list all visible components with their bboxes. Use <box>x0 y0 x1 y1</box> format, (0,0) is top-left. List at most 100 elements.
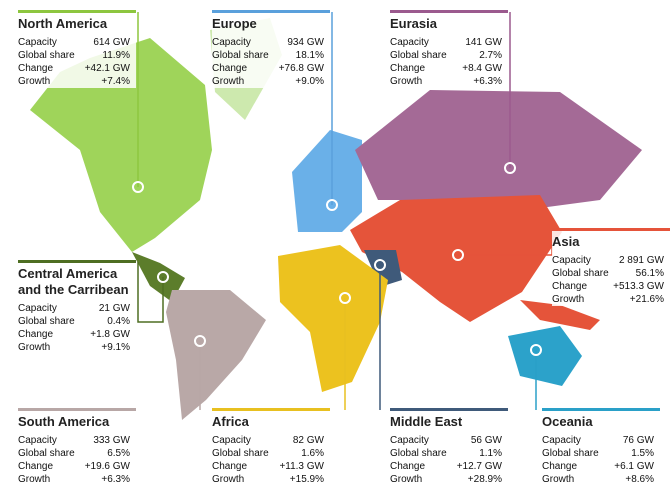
oceania-shape <box>508 326 582 386</box>
region-box: Asia Capacity 2 891 GW Global share 56.1% Cha… <box>552 228 670 306</box>
stat-label: Global share <box>18 448 75 459</box>
south-america-shape <box>166 290 266 420</box>
stat-row: Capacity 56 GW <box>390 434 508 447</box>
stat-value: 6.5% <box>107 448 130 459</box>
stat-value: +8.6% <box>625 474 654 485</box>
stat-value: +28.9% <box>467 474 502 485</box>
stat-label: Global share <box>212 50 269 61</box>
region-box: Oceania Capacity 76 GW Global share 1.5% Chan… <box>542 408 660 486</box>
asia-islands <box>520 300 600 330</box>
region-box: Central America and the Carribean Capacit… <box>18 260 136 354</box>
stat-value: +6.3% <box>473 76 502 87</box>
stat-value: 76 GW <box>622 435 654 446</box>
stat-value: +6.1 GW <box>614 461 654 472</box>
stat-value: +9.1% <box>101 342 130 353</box>
stat-label: Change <box>212 461 248 472</box>
stat-label: Growth <box>390 474 423 485</box>
stat-value: 56 GW <box>470 435 502 446</box>
stat-label: Capacity <box>212 37 251 48</box>
stat-value: +19.6 GW <box>84 461 130 472</box>
stat-value: +11.3 GW <box>279 461 324 472</box>
stat-label: Global share <box>18 316 75 327</box>
stat-label: Global share <box>212 448 269 459</box>
stat-label: Change <box>390 63 426 74</box>
stat-label: Global share <box>18 50 75 61</box>
stat-label: Global share <box>542 448 599 459</box>
stat-label: Capacity <box>18 303 57 314</box>
stat-value: +513.3 GW <box>613 281 664 292</box>
north-america-shape <box>30 38 212 252</box>
region-title: North America <box>18 16 108 31</box>
stat-row: Change +42.1 GW <box>18 62 136 75</box>
stat-value: +42.1 GW <box>84 63 130 74</box>
stat-row: Change +12.7 GW <box>390 460 508 473</box>
marker-dot <box>530 344 542 356</box>
stat-label: Growth <box>212 76 245 87</box>
stat-value: 82 GW <box>292 435 324 446</box>
stat-value: +76.8 GW <box>278 63 324 74</box>
region-title: South America <box>18 414 110 429</box>
region-title: Europe <box>212 16 257 31</box>
connector <box>137 262 164 323</box>
marker-dot <box>504 162 516 174</box>
stat-row: Global share 1.1% <box>390 447 508 460</box>
region-box: Europe Capacity 934 GW Global share 18.1% Cha… <box>212 10 330 88</box>
stat-row: Global share 11.9% <box>18 49 136 62</box>
stat-label: Global share <box>552 268 609 279</box>
region-box: Middle East Capacity 56 GW Global share 1.1%… <box>390 408 508 486</box>
stat-row: Capacity 82 GW <box>212 434 330 447</box>
stat-row: Change +76.8 GW <box>212 62 330 75</box>
stat-label: Growth <box>18 342 51 353</box>
marker-dot <box>339 292 351 304</box>
stat-row: Global share 18.1% <box>212 49 330 62</box>
marker-dot <box>194 335 206 347</box>
stat-row: Capacity 2 891 GW <box>552 254 670 267</box>
stat-row: Capacity 141 GW <box>390 36 508 49</box>
europe-shape <box>292 130 362 232</box>
stat-row: Growth +9.0% <box>212 75 330 88</box>
stat-row: Change +6.1 GW <box>542 460 660 473</box>
stat-row: Growth +9.1% <box>18 341 136 354</box>
stat-row: Growth +8.6% <box>542 473 660 486</box>
stat-label: Growth <box>18 76 51 87</box>
stat-row: Growth +6.3% <box>18 473 136 486</box>
stat-label: Growth <box>18 474 51 485</box>
stat-value: +7.4% <box>101 76 130 87</box>
stat-label: Global share <box>390 50 447 61</box>
stat-row: Growth +21.6% <box>552 293 670 306</box>
stat-value: 2 891 GW <box>618 255 664 266</box>
region-box: North America Capacity 614 GW Global share 1… <box>18 10 136 88</box>
stat-row: Change +19.6 GW <box>18 460 136 473</box>
stat-value: 1.1% <box>479 448 502 459</box>
stat-row: Global share 0.4% <box>18 315 136 328</box>
stat-label: Growth <box>390 76 423 87</box>
stat-value: 333 GW <box>93 435 130 446</box>
stat-value: +6.3% <box>101 474 130 485</box>
stat-row: Growth +28.9% <box>390 473 508 486</box>
stat-value: 1.6% <box>301 448 324 459</box>
stat-row: Global share 6.5% <box>18 447 136 460</box>
stat-value: +21.6% <box>629 294 664 305</box>
stat-value: +1.8 GW <box>90 329 130 340</box>
region-box: South America Capacity 333 GW Global share 6… <box>18 408 136 486</box>
stat-row: Capacity 76 GW <box>542 434 660 447</box>
stat-label: Change <box>18 63 54 74</box>
stat-value: +12.7 GW <box>456 461 502 472</box>
stat-row: Change +11.3 GW <box>212 460 330 473</box>
stat-row: Change +8.4 GW <box>390 62 508 75</box>
stat-row: Global share 1.6% <box>212 447 330 460</box>
stat-label: Capacity <box>390 37 429 48</box>
stat-label: Global share <box>390 448 447 459</box>
stat-row: Global share 1.5% <box>542 447 660 460</box>
marker-dot <box>157 271 169 283</box>
africa-shape <box>278 245 388 392</box>
stat-row: Change +513.3 GW <box>552 280 670 293</box>
stat-label: Change <box>390 461 426 472</box>
stat-value: +9.0% <box>295 76 324 87</box>
region-title: Africa <box>212 414 249 429</box>
stat-value: 18.1% <box>295 50 324 61</box>
stat-label: Capacity <box>212 435 251 446</box>
stat-label: Change <box>212 63 248 74</box>
stat-row: Global share 2.7% <box>390 49 508 62</box>
